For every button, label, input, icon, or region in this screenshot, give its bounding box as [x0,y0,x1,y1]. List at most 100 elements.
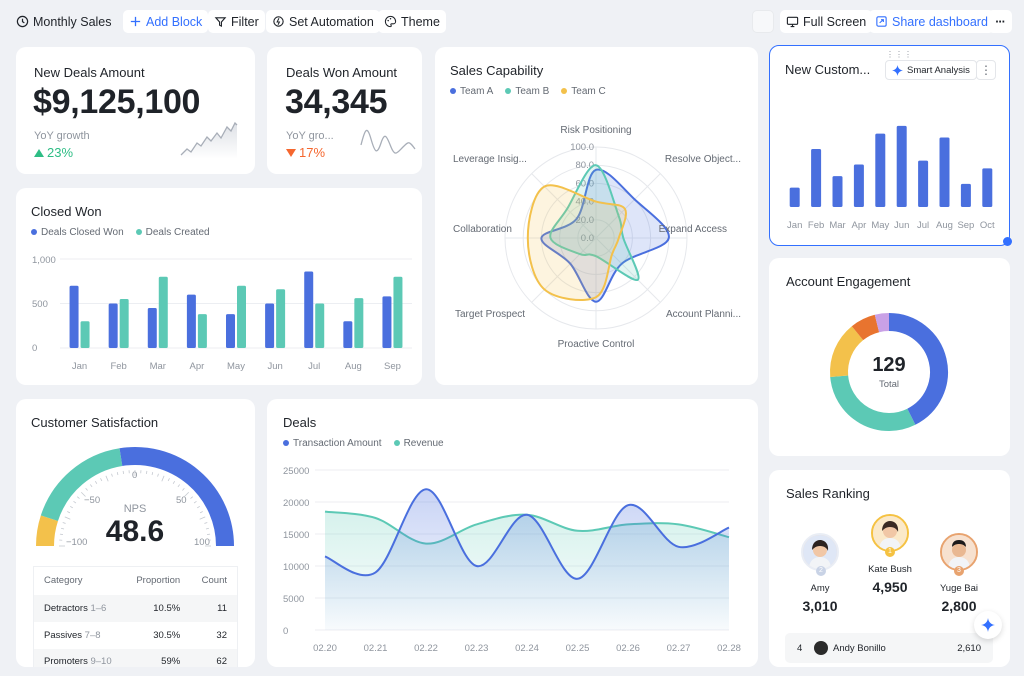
avatar-andy-bonillo[interactable] [814,641,828,655]
new-deals-card[interactable]: New Deals Amount $9,125,100 YoY growth 2… [16,47,255,174]
donut-total-label: Total [878,379,900,390]
table-row[interactable]: Passives 7–8 30.5% 32 [34,622,238,649]
legend-item-closed[interactable]: Deals Closed Won [31,227,124,238]
table-row[interactable]: Detractors 1–6 10.5% 11 [33,594,238,622]
bar [393,276,403,348]
x-tick: Jun [267,361,282,372]
y-tick: 0 [32,343,37,354]
gauge-tick-mark [85,487,88,491]
legend-item-team-a[interactable]: Team A [450,86,493,97]
gauge-tick-mark [69,505,73,509]
resize-handle[interactable] [1003,237,1012,246]
legend-label: Revenue [403,438,444,449]
rank-name: Kate Bush [868,564,912,575]
ai-assistant-button[interactable] [974,611,1002,639]
add-block-button[interactable]: Add Block [123,10,209,33]
arrow-up-icon [34,148,44,157]
legend-dot [450,88,456,95]
table-header-row: Category Proportion Count [33,566,238,595]
gauge-tick-mark [90,484,93,488]
rank-badge: 2 [816,566,826,576]
gauge-tick: −50 [84,495,100,506]
gauge-tick-mark [182,487,185,491]
bar [789,187,800,207]
legend-item-team-c[interactable]: Team C [561,86,606,97]
x-tick: 02.23 [465,643,489,654]
plus-icon [130,16,141,27]
deals-title: Deals [283,415,317,430]
y-tick: 0 [283,626,288,637]
legend-label: Transaction Amount [293,438,382,449]
radar-series [540,168,670,303]
column-header[interactable]: Category [33,566,125,595]
share-dashboard-button[interactable]: Share dashboard [869,10,994,33]
arrow-down-icon [286,148,296,157]
full-screen-button[interactable]: Full Screen [780,10,873,33]
gauge-segment [40,448,123,522]
gauge-tick-mark [80,491,86,497]
more-options-button[interactable]: ··· [988,10,1012,33]
gauge-tick-mark [157,473,159,477]
avatar-yuge-bai[interactable] [940,533,978,571]
customer-satisfaction-card[interactable]: Customer Satisfaction −100 −50 0 50 100 … [16,399,255,667]
radar-axis-label: Account Planni... [666,309,741,320]
column-header[interactable]: Count [190,566,238,595]
table-row[interactable]: Promoters 9–10 59% 62 [33,648,238,667]
person-icon [873,516,907,550]
sales-capability-card[interactable]: Sales Capability Team A Team B Team C 10… [435,47,758,385]
avatar-kate-bush[interactable] [871,514,909,552]
deals-card[interactable]: Deals Transaction Amount Revenue 25000 2… [267,399,758,667]
deals-won-card[interactable]: Deals Won Amount 34,345 YoY gro... 17% [267,47,422,174]
legend-item-revenue[interactable]: Revenue [393,438,444,449]
closed-won-card[interactable]: Closed Won Deals Closed Won Deals Create… [16,188,422,385]
x-tick: Oct [980,220,995,231]
column-header[interactable]: Proportion [124,566,191,595]
palette-icon [384,15,397,28]
new-customers-card[interactable]: ⋮⋮⋮ New Custom... Smart Analysis ⋮ Jan Fe… [769,45,1012,246]
x-tick: Mar [150,361,166,372]
new-deals-growth: 23% [34,145,73,160]
bar [119,299,129,348]
drag-handle-icon[interactable]: ⋮⋮⋮ [886,50,913,59]
blank-toolbar-button[interactable] [752,10,774,33]
gauge-tick-mark [205,527,209,530]
new-deals-sparkline [180,121,238,159]
x-tick: Jun [894,220,909,231]
gauge-tick-mark [172,480,176,484]
rank-value: 2,800 [941,598,977,614]
add-block-label: Add Block [146,14,203,29]
radar-spoke [531,237,597,303]
x-tick: 02.28 [717,643,741,654]
more-options-label: ··· [995,14,1005,29]
new-customers-chart: Jan Feb Mar Apr May Jun Jul Aug Sep Oct [787,125,995,231]
bar [197,314,207,348]
table-cell-count: 62 [190,648,238,667]
legend-item-transaction[interactable]: Transaction Amount [283,438,382,449]
legend-dot [31,229,37,236]
theme-button[interactable]: Theme [378,10,446,33]
avatar-amy[interactable] [801,533,839,571]
set-automation-button[interactable]: Set Automation [266,10,380,33]
bar [918,160,929,207]
ranking-list-item[interactable]: 4 Andy Bonillo 2,610 [785,633,993,663]
table-cell-proportion: 30.5% [153,629,181,641]
card-more-icon: ⋮ [980,63,992,77]
bar [226,314,235,348]
gauge-tick-mark [184,491,190,497]
smart-analysis-button[interactable]: Smart Analysis [885,60,977,80]
card-more-button[interactable]: ⋮ [976,60,996,80]
account-engagement-card[interactable]: Account Engagement 129 Total [769,258,1010,456]
gauge-tick-mark [105,475,109,482]
legend-item-created[interactable]: Deals Created [135,227,210,238]
rank-value: 2,610 [957,643,981,654]
x-tick: Jan [72,361,87,372]
category-range: 9–10 [90,656,112,667]
automation-icon [273,16,284,27]
legend-item-team-b[interactable]: Team B [505,86,549,97]
filter-button[interactable]: Filter [208,10,265,33]
gauge-tick-mark [100,478,103,482]
y-tick: 500 [32,299,48,310]
y-tick: 20000 [283,498,309,509]
legend-label: Team C [571,86,606,97]
sales-ranking-card[interactable]: Sales Ranking 2 Amy 3,010 1 Kate Bush 4,… [769,470,1010,667]
